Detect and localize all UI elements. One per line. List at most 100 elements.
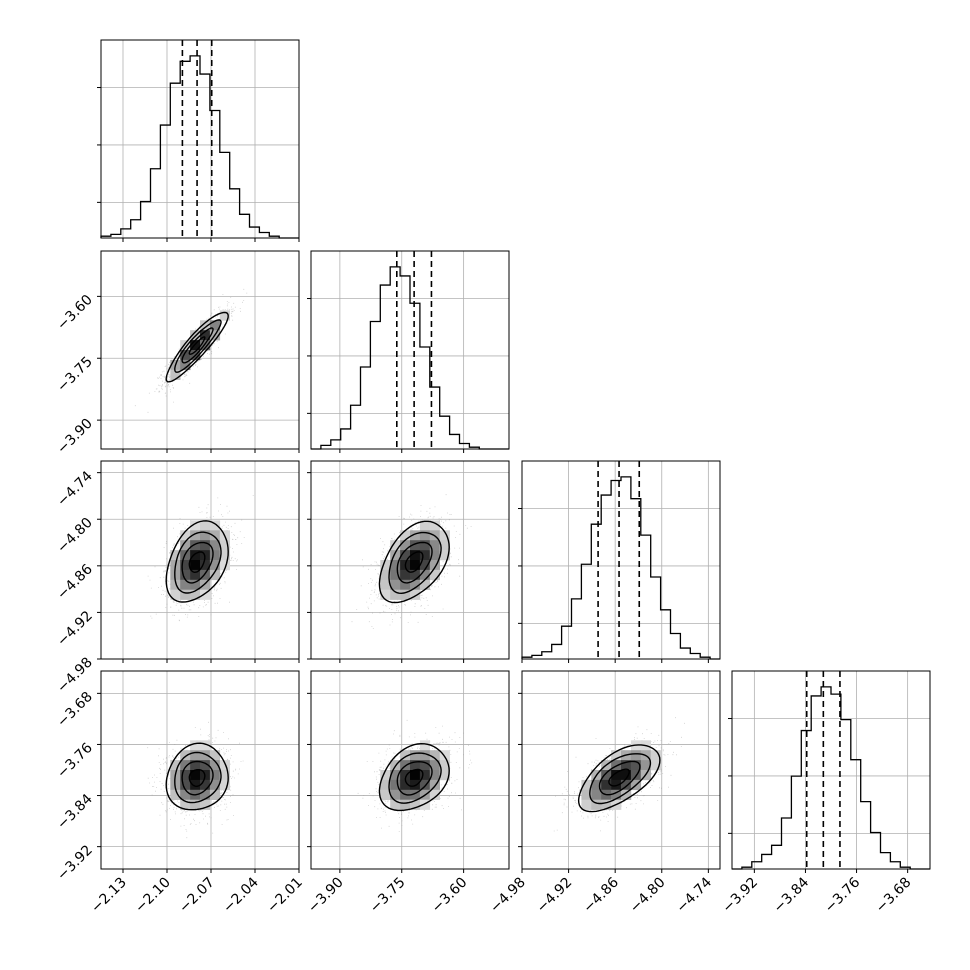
density-cell — [439, 540, 450, 551]
density-cell — [419, 760, 431, 771]
density-cell — [170, 550, 181, 561]
density-cell — [200, 560, 211, 571]
contour-line — [589, 753, 652, 805]
contour-line — [174, 319, 222, 373]
density-cell — [410, 750, 421, 761]
density-cell — [209, 560, 221, 571]
density-cell — [170, 369, 181, 380]
density-cell — [200, 760, 211, 771]
panel-frame — [521, 460, 721, 660]
density-cell — [429, 770, 440, 781]
scatter-panel-3-1: −3.90 −3.75 −3.60 — [305, 670, 510, 917]
density-cell — [390, 560, 401, 571]
contour-line — [608, 768, 630, 787]
density-cell — [180, 789, 191, 800]
density-cell — [380, 589, 391, 600]
y-tick-label: −3.68 — [54, 689, 96, 731]
x-tick-label: −3.92 — [720, 875, 762, 917]
y-tick-label: −3.84 — [54, 791, 96, 833]
scatter-panel-2-1 — [307, 460, 510, 663]
density-cell — [429, 750, 440, 761]
density-cell — [429, 560, 440, 571]
density-cell — [190, 520, 201, 531]
density-cell — [400, 530, 411, 541]
contour-line — [174, 531, 222, 594]
scatter-panel-2-0: −4.98 −4.92 −4.86−4.80 −4.74 — [54, 460, 300, 696]
histogram-panel-0 — [97, 39, 300, 242]
density-cell — [650, 750, 661, 761]
panel-frame — [310, 250, 510, 450]
density-cell — [219, 779, 230, 791]
density-cell — [380, 770, 391, 781]
density-cell — [190, 750, 201, 761]
density-cell — [190, 799, 201, 810]
density-cell — [439, 550, 450, 561]
density-cell — [200, 799, 211, 810]
density-cell — [180, 540, 191, 551]
density-cell — [200, 579, 211, 590]
contour-line — [404, 551, 424, 573]
density-cell — [190, 760, 201, 771]
density-cell — [209, 750, 221, 761]
density-cell — [190, 550, 201, 561]
density-cell — [410, 550, 421, 561]
density-cell — [200, 320, 211, 331]
density-cell — [180, 579, 191, 590]
density-cell — [621, 760, 632, 771]
y-tick-label: −3.75 — [54, 354, 96, 396]
density-cell — [419, 750, 431, 761]
density-cell — [429, 520, 440, 531]
density-cell — [380, 789, 391, 800]
density-cell — [390, 789, 401, 800]
density-cell — [180, 560, 191, 571]
density-cell — [190, 589, 201, 600]
y-tick-label: −4.86 — [54, 561, 96, 603]
density-cell — [209, 540, 221, 551]
density-cell — [400, 579, 411, 590]
contour-line — [396, 541, 433, 584]
contour-line — [165, 742, 229, 811]
contour-line — [188, 769, 206, 787]
density-cell — [180, 760, 191, 771]
density-cell — [219, 550, 230, 561]
density-cell — [380, 560, 391, 571]
density-cell — [429, 569, 440, 581]
density-cell — [390, 579, 401, 590]
x-tick-label: −4.80 — [627, 875, 669, 917]
density-cell — [429, 789, 440, 800]
density-cell — [621, 779, 632, 791]
density-cell — [611, 750, 622, 761]
density-cell — [200, 740, 211, 751]
y-tick-label: −4.74 — [54, 468, 96, 510]
density-cell — [209, 320, 221, 331]
contour-line — [404, 768, 424, 787]
density-cell — [170, 760, 181, 771]
density-cell — [170, 789, 181, 800]
histogram-step — [311, 266, 509, 450]
density-cell — [419, 530, 431, 541]
density-cell — [200, 779, 211, 791]
density-cell — [410, 540, 421, 551]
density-cell — [400, 770, 411, 781]
density-cell — [200, 330, 211, 341]
density-cell — [601, 770, 612, 781]
contour-line — [181, 760, 214, 796]
x-tick-label: −3.75 — [367, 875, 409, 917]
density-cell — [400, 799, 411, 810]
contour-line — [188, 336, 206, 355]
density-cell — [390, 779, 401, 791]
y-tick-label: −4.80 — [54, 515, 96, 557]
density-cell — [380, 779, 391, 791]
density-cell — [219, 770, 230, 781]
density-cell — [200, 789, 211, 800]
density-cell — [200, 520, 211, 531]
density-cell — [650, 760, 661, 771]
density-cell — [190, 779, 201, 791]
panel-frame — [310, 460, 510, 660]
density-cell — [410, 589, 421, 600]
density-cell — [429, 550, 440, 561]
density-cell — [190, 579, 201, 590]
density-cell — [581, 779, 592, 791]
density-cell — [180, 750, 191, 761]
x-tick-label: −3.84 — [771, 874, 813, 916]
